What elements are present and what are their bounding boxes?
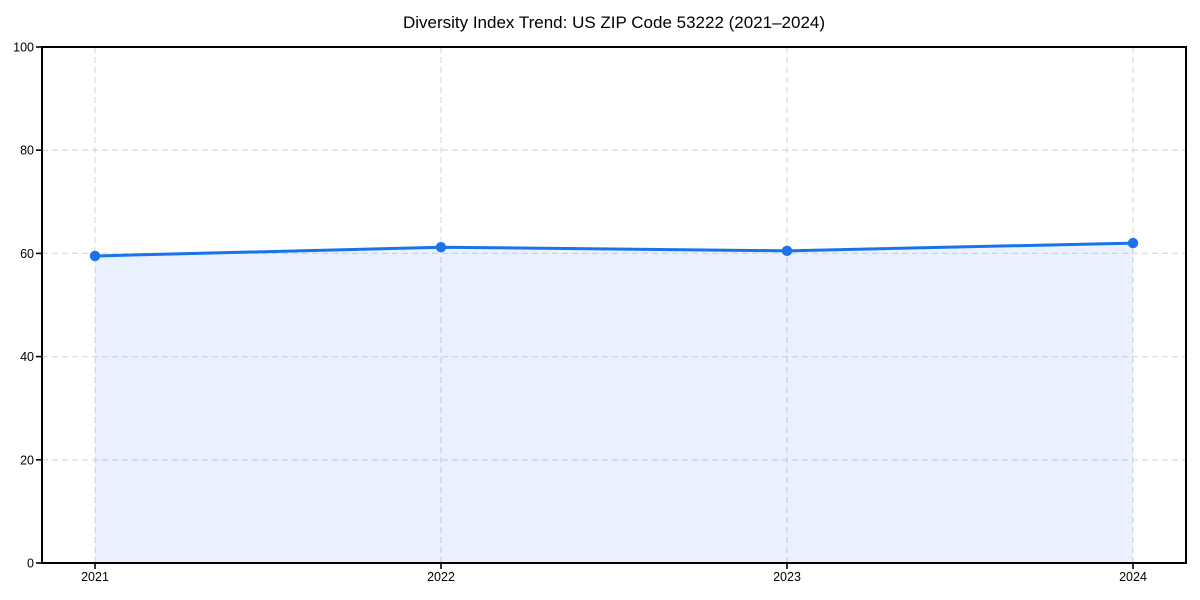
x-tick-label: 2022 [427,570,455,584]
y-tick-label: 0 [27,557,34,571]
y-tick-label: 20 [20,453,34,467]
y-tick-label: 40 [20,350,34,364]
data-point-2024 [1127,237,1139,249]
y-tick-label: 100 [13,41,34,55]
x-tick-label: 2023 [773,570,801,584]
data-point-2023 [781,245,793,257]
y-tick-label: 60 [20,247,34,261]
chart-title: Diversity Index Trend: US ZIP Code 53222… [402,13,826,32]
plot-border [41,46,1187,564]
y-tick-label: 80 [20,144,34,158]
area-fill [95,243,1133,563]
data-point-2022 [435,242,447,253]
x-tick-label: 2021 [81,570,109,584]
trend-line [93,241,1135,258]
data-point-2021 [89,250,101,262]
x-tick-label: 2024 [1119,570,1147,584]
